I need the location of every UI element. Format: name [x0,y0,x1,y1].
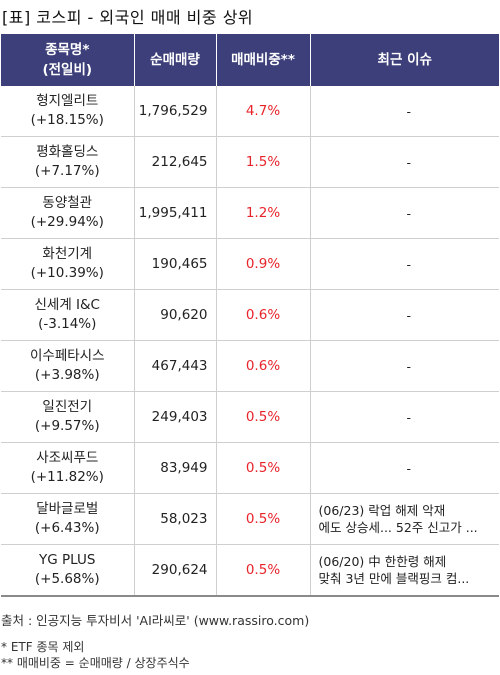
recent-issue-line1: - [406,409,411,425]
stock-name: 신세계 I&C [34,297,101,313]
stock-name-cell: 신세계 I&C (-3.14%) [1,289,135,341]
recent-issue-line1: - [406,103,411,119]
stock-name: 형지엘리트 [36,93,99,109]
stock-change: (+5.68%) [34,571,100,587]
header-recent-issue: 최근 이슈 [310,34,499,86]
table-row: 동양철관 (+29.94%) 1,995,411 1.2% - [1,187,499,239]
trade-ratio: 1.2% [216,187,311,239]
trade-ratio: 0.5% [216,391,311,443]
recent-issue: - [310,391,499,443]
stock-name-cell: 형지엘리트 (+18.15%) [1,86,135,137]
recent-issue-line1: (06/23) 락업 해제 악재 [318,503,446,518]
header-stock-name-line2: (전일비) [42,62,93,78]
stock-name-cell: 사조씨푸드 (+11.82%) [1,442,135,494]
stock-name-cell: 일진전기 (+9.57%) [1,391,135,443]
stock-change: (+3.98%) [34,367,100,383]
table-row: 일진전기 (+9.57%) 249,403 0.5% - [1,391,499,443]
foreign-trading-table: 종목명* (전일비) 순매매량 매매비중** 최근 이슈 형지엘리트 (+18.1… [1,34,499,597]
trade-ratio: 0.6% [216,340,311,392]
stock-name: 이수페타시스 [29,348,105,364]
recent-issue-line1: (06/20) 中 한한령 해제 [318,554,447,569]
table-row: 화천기계 (+10.39%) 190,465 0.9% - [1,238,499,290]
recent-issue: - [310,340,499,392]
trade-ratio: 1.5% [216,136,311,188]
recent-issue-line1: - [406,205,411,221]
table-row: 이수페타시스 (+3.98%) 467,443 0.6% - [1,340,499,392]
stock-change: (+11.82%) [30,469,104,485]
stock-name-cell: 달바글로벌 (+6.43%) [1,493,135,545]
recent-issue-line1: - [406,256,411,272]
stock-change: (+18.15%) [30,112,104,128]
header-trade-ratio: 매매비중** [216,34,311,86]
stock-name-cell: 화천기계 (+10.39%) [1,238,135,290]
stock-change: (+29.94%) [30,214,104,230]
table-row: 신세계 I&C (-3.14%) 90,620 0.6% - [1,289,499,341]
footnote-etf: * ETF 종목 제외 [1,640,85,654]
table-row: 달바글로벌 (+6.43%) 58,023 0.5% (06/23) 락업 해제 악재 에… [1,493,499,545]
header-net-volume: 순매매량 [134,34,217,86]
page-title: [표] 코스피 - 외국인 매매 비중 상위 [2,8,254,27]
stock-name: 달바글로벌 [36,501,99,517]
net-volume: 467,443 [134,340,217,392]
recent-issue: - [310,442,499,494]
table-header-row: 종목명* (전일비) 순매매량 매매비중** 최근 이슈 [1,34,499,86]
net-volume: 249,403 [134,391,217,443]
recent-issue-line1: - [406,307,411,323]
stock-name: 사조씨푸드 [36,450,99,466]
recent-issue: - [310,289,499,341]
table-row: 사조씨푸드 (+11.82%) 83,949 0.5% - [1,442,499,494]
header-stock-name-line1: 종목명* [45,42,90,58]
trade-ratio: 0.6% [216,289,311,341]
table-row: 평화홀딩스 (+7.17%) 212,645 1.5% - [1,136,499,188]
net-volume: 190,465 [134,238,217,290]
net-volume: 290,624 [134,544,217,597]
stock-name: 동양철관 [42,195,93,211]
trade-ratio: 4.7% [216,86,311,137]
recent-issue: - [310,86,499,137]
table-row: YG PLUS (+5.68%) 290,624 0.5% (06/20) 中 한한령 … [1,544,499,597]
net-volume: 58,023 [134,493,217,545]
stock-name-cell: 동양철관 (+29.94%) [1,187,135,239]
recent-issue: - [310,187,499,239]
stock-name-cell: YG PLUS (+5.68%) [1,544,135,597]
stock-name: 평화홀딩스 [36,144,99,160]
source-note: 출처 : 인공지능 투자비서 'AI라씨로' (www.rassiro.com) [1,613,310,628]
net-volume: 1,796,529 [134,86,217,137]
stock-name-cell: 평화홀딩스 (+7.17%) [1,136,135,188]
stock-name-cell: 이수페타시스 (+3.98%) [1,340,135,392]
stock-change: (+10.39%) [30,265,104,281]
recent-issue-line2: 맞춰 3년 만에 블랙핑크 컴... [318,571,470,586]
recent-issue-line2: 에도 상승세... 52주 신고가 ... [318,520,478,535]
recent-issue-line1: - [406,358,411,374]
trade-ratio: 0.5% [216,493,311,545]
trade-ratio: 0.5% [216,544,311,597]
trade-ratio: 0.5% [216,442,311,494]
recent-issue: - [310,238,499,290]
stock-change: (+9.57%) [34,418,100,434]
header-stock-name: 종목명* (전일비) [1,34,135,86]
net-volume: 90,620 [134,289,217,341]
recent-issue-line1: - [406,460,411,476]
stock-change: (-3.14%) [38,316,97,332]
stock-name: YG PLUS [39,552,96,568]
net-volume: 83,949 [134,442,217,494]
recent-issue-line1: - [406,154,411,170]
net-volume: 1,995,411 [134,187,217,239]
stock-change: (+6.43%) [34,520,100,536]
footnote-ratio: ** 매매비중 = 순매매량 / 상장주식수 [1,656,190,670]
stock-name: 화천기계 [42,246,93,262]
trade-ratio: 0.9% [216,238,311,290]
stock-name: 일진전기 [42,399,93,415]
table-body: 형지엘리트 (+18.15%) 1,796,529 4.7% - 평화홀딩스 (+7.17%… [1,86,499,597]
stock-change: (+7.17%) [34,163,100,179]
recent-issue: - [310,136,499,188]
table-row: 형지엘리트 (+18.15%) 1,796,529 4.7% - [1,86,499,137]
net-volume: 212,645 [134,136,217,188]
